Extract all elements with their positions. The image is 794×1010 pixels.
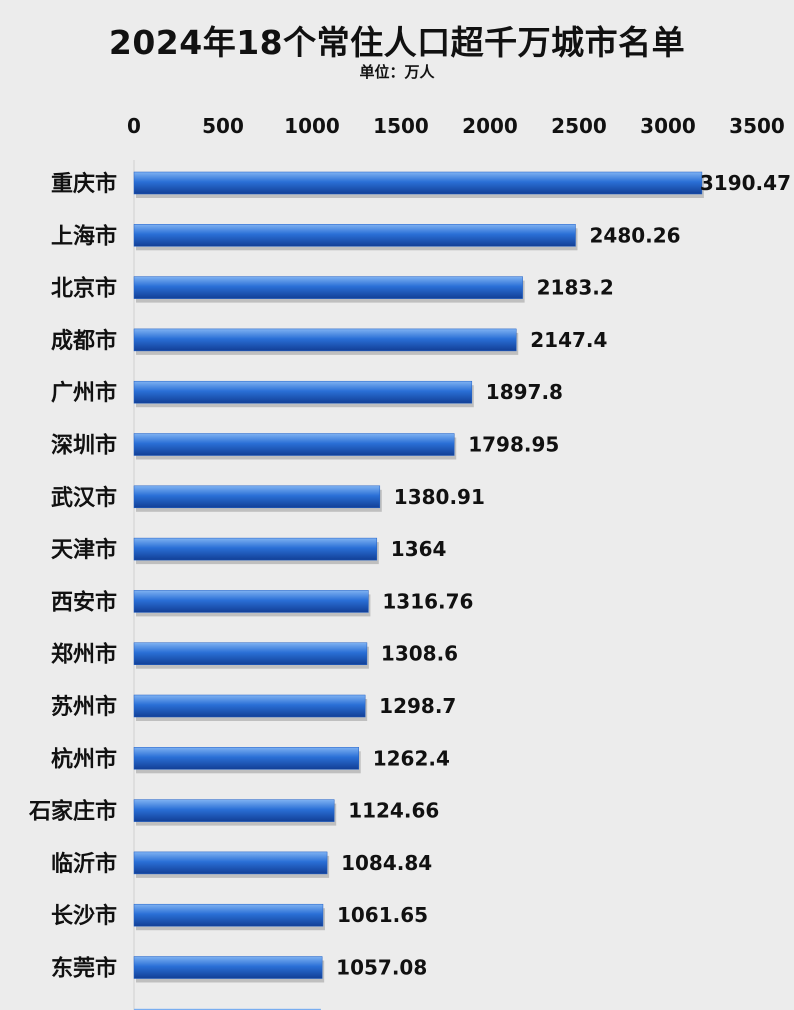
x-tick-label: 0 <box>127 114 141 138</box>
bar <box>133 171 703 195</box>
bar <box>133 799 335 822</box>
category-label: 郑州市 <box>51 642 117 668</box>
category-label: 深圳市 <box>51 433 117 459</box>
value-label: 1897.8 <box>486 380 563 404</box>
category-label: 广州市 <box>51 380 117 406</box>
value-label: 2183.2 <box>537 276 614 300</box>
category-label: 重庆市 <box>51 171 117 197</box>
x-tick-label: 1000 <box>284 114 340 138</box>
bar-partial <box>134 1008 321 1010</box>
category-label: 石家庄市 <box>28 799 117 825</box>
x-tick-label: 1500 <box>373 114 429 138</box>
value-label: 2480.26 <box>589 223 680 247</box>
bar <box>133 276 523 299</box>
bar <box>133 485 381 509</box>
bar <box>133 956 323 979</box>
category-label: 苏州市 <box>51 694 117 720</box>
value-label: 2147.4 <box>530 328 607 352</box>
bar <box>133 433 455 456</box>
category-label: 成都市 <box>51 328 117 354</box>
value-label: 3190.47 <box>700 171 791 195</box>
value-label: 1316.76 <box>382 589 473 613</box>
category-label: 武汉市 <box>51 485 117 511</box>
value-label: 1262.4 <box>373 746 450 770</box>
category-label: 长沙市 <box>51 903 117 929</box>
bar <box>133 851 328 875</box>
bar <box>133 903 324 927</box>
chart-title: 2024年18个常住人口超千万城市名单 <box>108 23 686 62</box>
bar <box>133 224 576 247</box>
category-label: 西安市 <box>51 589 117 615</box>
category-label: 杭州市 <box>51 746 117 772</box>
category-label: 北京市 <box>51 276 117 302</box>
bar <box>133 328 517 352</box>
category-label: 天津市 <box>51 537 117 563</box>
category-label: 东莞市 <box>51 956 117 982</box>
value-label: 1124.66 <box>348 799 439 823</box>
x-tick-label: 2500 <box>551 114 607 138</box>
value-label: 1084.84 <box>341 851 432 875</box>
bar <box>133 694 366 718</box>
value-label: 1061.65 <box>337 903 428 927</box>
bar <box>133 380 473 404</box>
x-axis-ticks: 0 500 1000 1500 2000 2500 3000 3500 <box>127 114 785 138</box>
category-label: 上海市 <box>51 223 117 249</box>
value-label: 1057.08 <box>336 956 427 980</box>
value-label: 1298.7 <box>379 694 456 718</box>
bar <box>133 537 378 561</box>
bar <box>133 642 368 665</box>
x-tick-label: 2000 <box>462 114 518 138</box>
x-tick-label: 3500 <box>729 114 785 138</box>
bar <box>133 747 359 770</box>
bars-group: 重庆市 3190.47 上海市 2480.26 北京市 2183.2 成都市 2147.4 广州… <box>28 171 791 1010</box>
x-tick-label: 3000 <box>640 114 696 138</box>
category-label: 临沂市 <box>51 851 117 877</box>
chart-subtitle: 单位：万人 <box>359 63 435 81</box>
value-label: 1380.91 <box>394 485 485 509</box>
value-label: 1798.95 <box>468 433 559 457</box>
value-label: 1364 <box>391 537 447 561</box>
value-label: 1308.6 <box>381 642 458 666</box>
x-tick-label: 500 <box>202 114 244 138</box>
bar <box>133 590 369 613</box>
